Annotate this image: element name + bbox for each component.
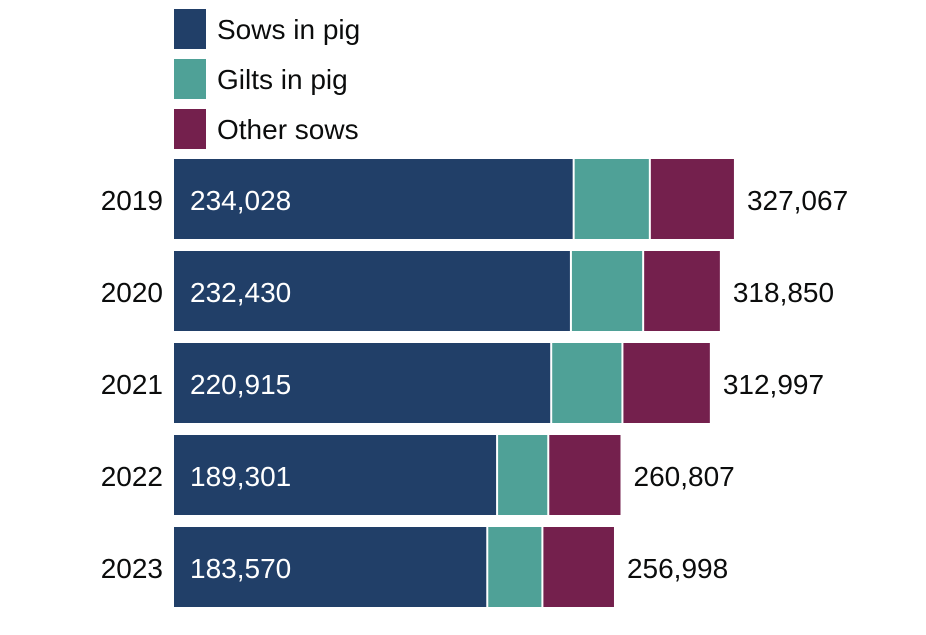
bar-segment-sows-in-pig — [174, 251, 570, 331]
bar-segment-gilts-in-pig — [574, 159, 649, 239]
total-value-label: 312,997 — [723, 369, 824, 400]
bar-segment-sows-in-pig — [174, 159, 573, 239]
bar-segment-gilts-in-pig — [571, 251, 643, 331]
bar-segment-sows-in-pig — [174, 527, 487, 607]
bar-segment-gilts-in-pig — [498, 435, 548, 515]
bar-segment-other-sows — [644, 251, 720, 331]
legend-swatch-2 — [174, 109, 206, 149]
sows-value-label: 220,915 — [190, 369, 291, 400]
bar-segment-gilts-in-pig — [488, 527, 542, 607]
bar-segment-gilts-in-pig — [552, 343, 622, 423]
total-value-label: 256,998 — [627, 553, 728, 584]
year-label: 2019 — [101, 185, 163, 216]
year-label: 2020 — [101, 277, 163, 308]
sows-value-label: 232,430 — [190, 277, 291, 308]
sows-value-label: 183,570 — [190, 553, 291, 584]
legend-label-0: Sows in pig — [217, 14, 360, 45]
total-value-label: 327,067 — [747, 185, 848, 216]
bar-segment-other-sows — [623, 343, 710, 423]
legend-label-2: Other sows — [217, 114, 359, 145]
year-label: 2022 — [101, 461, 163, 492]
legend-label-1: Gilts in pig — [217, 64, 348, 95]
year-label: 2023 — [101, 553, 163, 584]
sows-value-label: 234,028 — [190, 185, 291, 216]
legend-swatch-1 — [174, 59, 206, 99]
bar-segment-sows-in-pig — [174, 343, 551, 423]
legend-swatch-0 — [174, 9, 206, 49]
bar-segment-other-sows — [549, 435, 621, 515]
sows-value-label: 189,301 — [190, 461, 291, 492]
year-label: 2021 — [101, 369, 163, 400]
bar-segment-sows-in-pig — [174, 435, 497, 515]
bar-segment-other-sows — [650, 159, 734, 239]
bar-segment-other-sows — [543, 527, 614, 607]
total-value-label: 318,850 — [733, 277, 834, 308]
total-value-label: 260,807 — [634, 461, 735, 492]
